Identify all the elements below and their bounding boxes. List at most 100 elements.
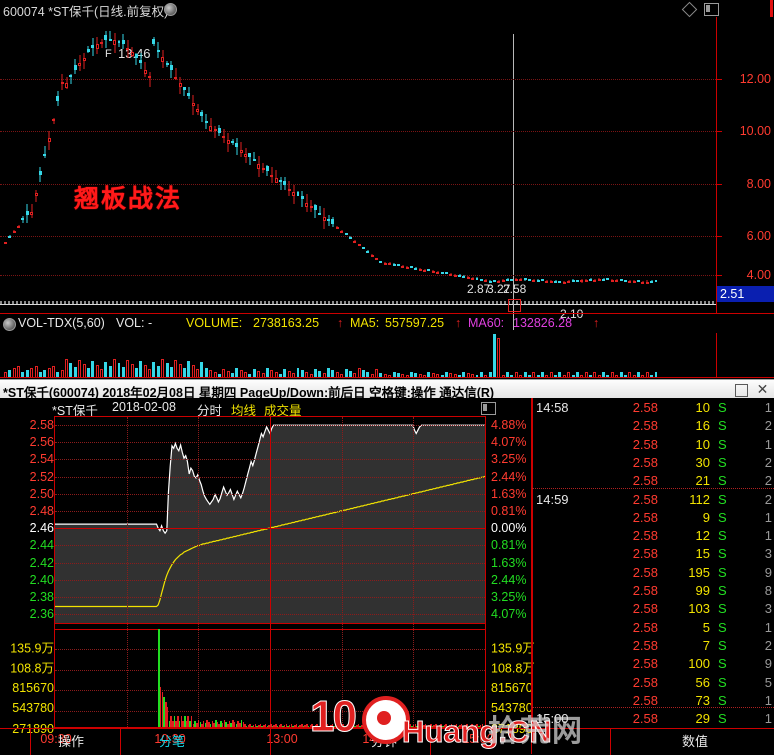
tick-side: S	[718, 619, 727, 635]
intraday-volume-bar	[216, 722, 219, 727]
tick-volume: 30	[695, 454, 710, 470]
candlestick	[593, 17, 597, 313]
tab-minute[interactable]: 分钟	[370, 734, 397, 749]
tick-row[interactable]: 2.58 195 S 9	[532, 563, 774, 585]
candlestick	[261, 17, 265, 313]
candlestick	[143, 17, 147, 313]
tick-row[interactable]: 2.58 5 S 1	[532, 618, 774, 640]
candlestick	[134, 17, 138, 313]
intraday-volume-bar	[419, 724, 422, 727]
trade-ticks-table[interactable]: 14:58 2.58 10 S 1 2.58 16 S 2 2.58 10 S 1 2.58 30 S 2 2.5…	[532, 398, 774, 728]
tick-row[interactable]: 14:58 2.58 10 S 1	[532, 398, 774, 420]
intraday-volume-bar	[270, 724, 272, 727]
tab-operate[interactable]: 操作	[57, 734, 84, 749]
tick-side: S	[718, 491, 727, 507]
intraday-volume-bar	[196, 723, 198, 727]
intraday-volume-bar	[242, 722, 245, 727]
intraday-volume-bar	[469, 725, 472, 727]
intraday-volume-bar	[448, 725, 451, 727]
tick-price: 2.58	[632, 583, 658, 598]
volume-bar	[187, 361, 191, 378]
intraday-volume-label[interactable]: 成交量	[264, 404, 302, 418]
maximize-icon[interactable]	[735, 384, 748, 397]
intraday-volume-bar	[297, 726, 300, 727]
intraday-price-label: 2.38	[29, 590, 54, 604]
intraday-volume-chart[interactable]	[54, 624, 487, 728]
panel-toggle-icon[interactable]	[481, 402, 496, 415]
intraday-volume-bar	[301, 724, 303, 727]
tick-row[interactable]: 2.58 16 S 2	[532, 416, 774, 438]
close-icon[interactable]: ✕	[756, 381, 769, 397]
panel-toggle-icon[interactable]	[704, 3, 719, 16]
ma5-label: MA5:	[350, 316, 380, 330]
tick-row[interactable]: 2.58 12 S 1	[532, 526, 774, 548]
tick-row[interactable]: 15:00 2.58 29 S 1	[532, 709, 774, 728]
volume-bar	[152, 362, 156, 378]
candlestick	[584, 17, 588, 313]
candlestick	[405, 17, 409, 313]
intraday-price-label: 2.48	[29, 504, 54, 518]
tick-row[interactable]: 2.58 7 S 2	[532, 636, 774, 658]
tick-row[interactable]: 14:59 2.58 112 S 2	[532, 490, 774, 512]
tick-count: 9	[764, 656, 772, 672]
intraday-price-chart[interactable]	[54, 416, 486, 624]
tick-count: 1	[764, 400, 772, 415]
tick-row[interactable]: 2.58 15 S 3	[532, 544, 774, 566]
candlestick	[562, 17, 566, 313]
intraday-volume-bar	[261, 726, 263, 727]
tick-row[interactable]: 2.58 10 S 1	[532, 435, 774, 457]
intraday-volume-bar	[218, 724, 220, 727]
candlestick	[436, 17, 440, 313]
tab-values[interactable]: 数值	[681, 734, 708, 749]
price-axis-label: 12.00	[739, 72, 771, 86]
tabbar-divider	[120, 729, 121, 755]
intraday-volume-bar	[235, 724, 238, 727]
candlestick	[453, 17, 457, 313]
tick-count: 2	[764, 491, 772, 507]
intraday-volume-bar	[172, 721, 174, 727]
tick-row[interactable]: 2.58 103 S 3	[532, 599, 774, 621]
gear-icon[interactable]	[164, 3, 177, 16]
tab-ticks[interactable]: 分笔	[158, 734, 185, 749]
daily-price-plot[interactable]: 翘板战法 F 13.46 2.873.272.58 2.10	[0, 17, 716, 330]
tick-row[interactable]: 2.58 73 S 1	[532, 691, 774, 713]
current-price-tag: 2.51	[717, 286, 774, 302]
tick-price: 2.58	[632, 601, 658, 617]
candlestick	[248, 17, 252, 313]
tick-row[interactable]: 2.58 99 S 8	[532, 581, 774, 603]
candlestick	[200, 17, 204, 313]
tick-group-separator	[532, 707, 774, 709]
intraday-volume-bar	[357, 724, 360, 727]
intraday-volume-bar	[409, 724, 411, 727]
tick-count: 1	[764, 692, 772, 708]
candlestick	[235, 17, 239, 313]
tick-row[interactable]: 2.58 21 S 2	[532, 471, 774, 493]
intraday-ma-label[interactable]: 均线	[231, 404, 257, 418]
tick-row[interactable]: 2.58 30 S 2	[532, 453, 774, 475]
intraday-time-label: 13:00	[266, 732, 298, 746]
tick-row[interactable]: 2.58 56 S 5	[532, 673, 774, 695]
intraday-volume-bar	[202, 721, 205, 727]
daily-volume-plot[interactable]	[0, 333, 716, 378]
intraday-volume-bar	[483, 726, 485, 727]
candlestick	[545, 17, 549, 313]
intraday-volume-bar	[333, 726, 336, 727]
candlestick	[322, 17, 326, 313]
tick-row[interactable]: 2.58 100 S 9	[532, 654, 774, 676]
tick-count: 1	[764, 436, 772, 452]
tick-row[interactable]: 2.58 9 S 1	[532, 508, 774, 530]
candlestick	[370, 17, 374, 313]
intraday-volume-bar	[239, 723, 241, 727]
candlestick	[501, 17, 505, 313]
intraday-price-label: 2.54	[29, 452, 54, 467]
tick-price: 2.58	[632, 473, 658, 489]
intraday-volume-bar	[206, 720, 208, 727]
candlestick	[597, 17, 601, 313]
diamond-icon[interactable]	[681, 1, 698, 18]
candlestick	[113, 17, 117, 313]
candlestick	[606, 17, 610, 313]
candlestick	[388, 17, 392, 313]
intraday-volume-bar	[417, 725, 420, 727]
intraday-volume-bar	[173, 716, 176, 727]
gear-icon[interactable]	[3, 318, 16, 331]
